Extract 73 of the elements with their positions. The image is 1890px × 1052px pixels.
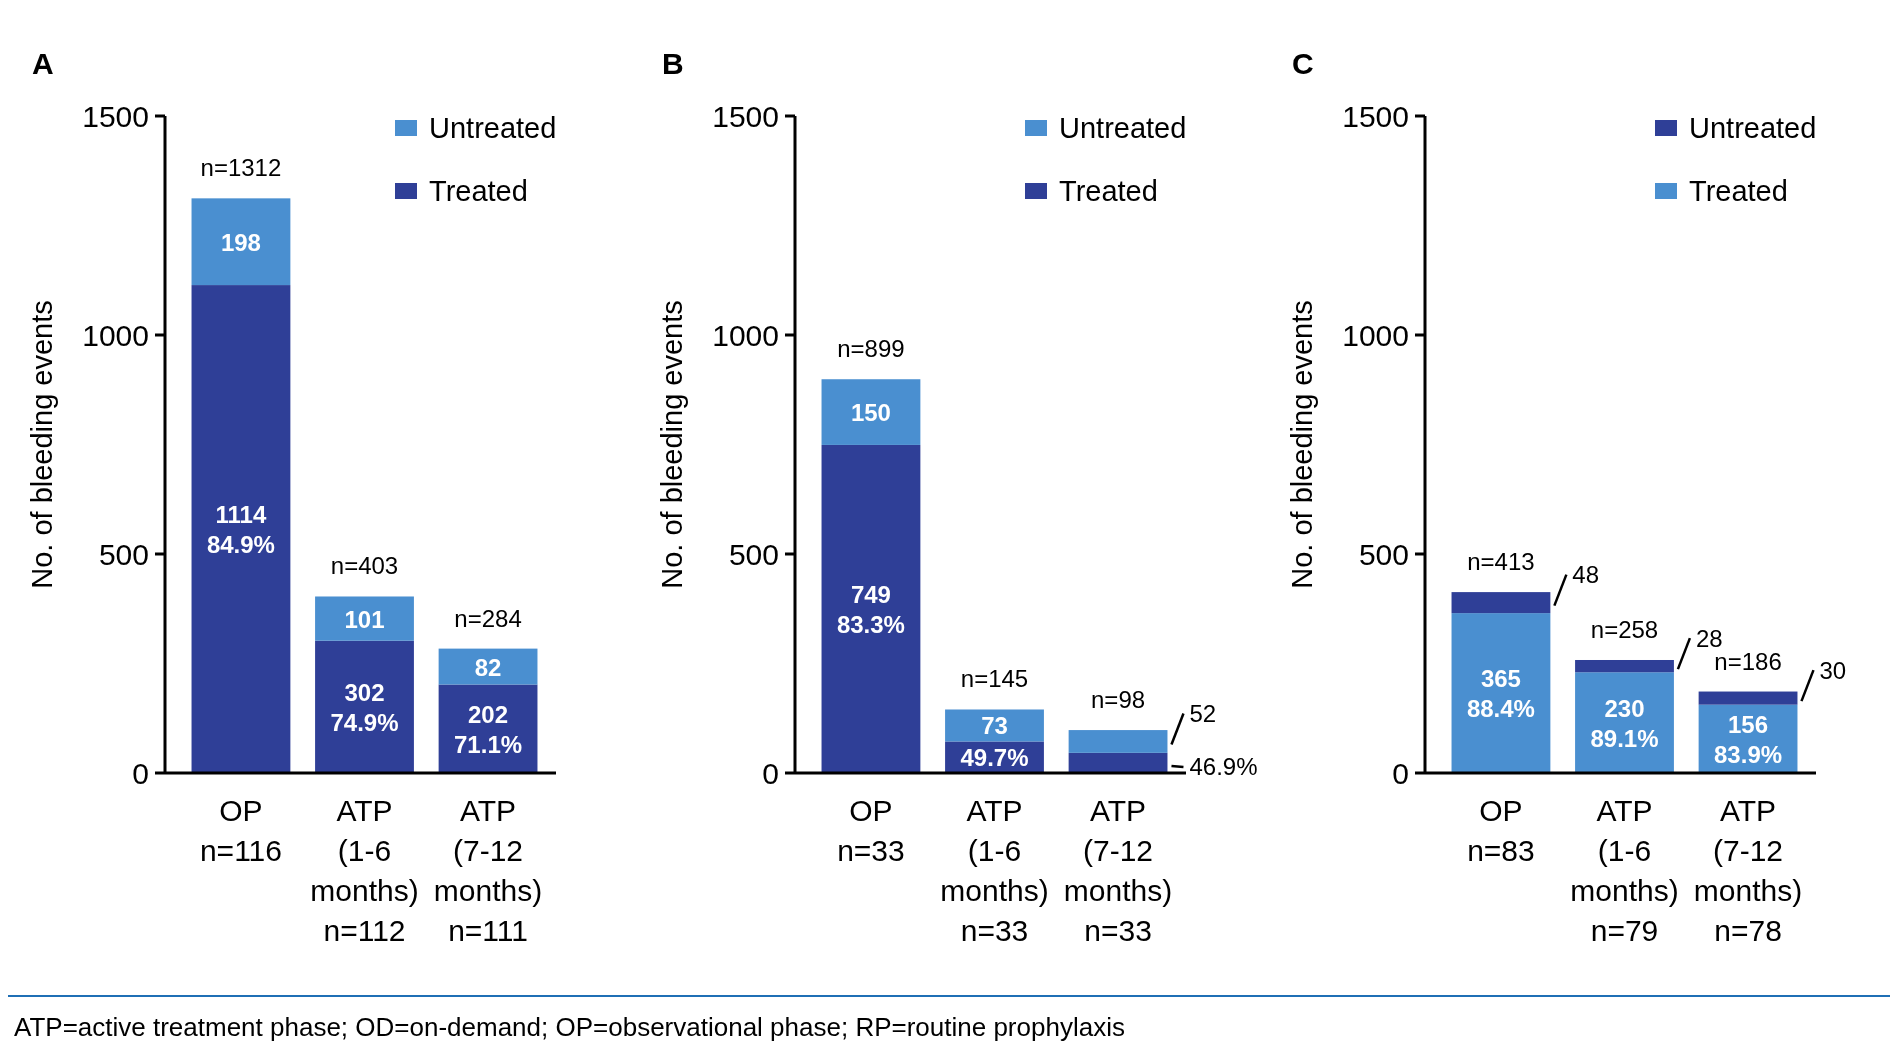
bar bbox=[945, 709, 1044, 742]
text: ATP=active treatment phase; OD=on-demand; OP=observational phase; RP=routine prophylaxis bbox=[14, 1012, 1125, 1042]
data-label: 82 bbox=[474, 653, 502, 681]
total-label: n=899 bbox=[837, 335, 905, 363]
total-label: n=413 bbox=[1467, 548, 1535, 576]
data-label: 302 74.9% bbox=[330, 678, 399, 736]
data-label: 198 bbox=[220, 228, 261, 256]
y-tick-label: 500 bbox=[98, 537, 149, 571]
x-tick-label: ATP (7-12 months) n=111 bbox=[433, 794, 543, 947]
data-label: 52 bbox=[1189, 699, 1217, 727]
x-tick-label: ATP (7-12 months) n=33 bbox=[1063, 794, 1173, 947]
chart-title: C bbox=[1292, 47, 1314, 80]
bar bbox=[191, 285, 291, 773]
bar bbox=[1451, 613, 1551, 773]
data-label: 749 83.3% bbox=[836, 580, 905, 638]
bar bbox=[1451, 592, 1551, 614]
y-tick-label: 1500 bbox=[82, 99, 149, 133]
legend-label: Treated bbox=[1059, 175, 1158, 207]
data-label: 73 bbox=[981, 711, 1008, 739]
y-axis-title: No. of bleeding events bbox=[656, 300, 688, 589]
y-tick-label: 1000 bbox=[1342, 318, 1409, 352]
legend-label: Treated bbox=[429, 175, 528, 207]
data-label: 1114 84.9% bbox=[206, 500, 275, 558]
y-axis-title: No. of bleeding events bbox=[26, 300, 58, 589]
x-tick-label: ATP (1-6 months) n=112 bbox=[310, 794, 419, 947]
x-tick-label: OP n=116 bbox=[199, 794, 282, 867]
bar bbox=[1068, 752, 1168, 773]
total-label: n=284 bbox=[454, 604, 522, 632]
y-axis-title: No. of bleeding events bbox=[1286, 300, 1318, 589]
legend-label: Untreated bbox=[429, 112, 557, 144]
bar bbox=[315, 596, 414, 641]
legend-label: Untreated bbox=[1689, 112, 1817, 144]
bar bbox=[1575, 660, 1674, 673]
x-tick-label: OP n=83 bbox=[1467, 794, 1535, 867]
legend-label: Treated bbox=[1689, 175, 1788, 207]
total-label: n=1312 bbox=[200, 154, 282, 182]
data-label: 150 bbox=[850, 398, 891, 426]
bar bbox=[1068, 730, 1168, 753]
data-label: 365 88.4% bbox=[1466, 664, 1535, 722]
x-tick-label: ATP (1-6 months) n=79 bbox=[1570, 794, 1679, 947]
y-tick-label: 1500 bbox=[1342, 99, 1409, 133]
data-label: 156 83.9% bbox=[1714, 710, 1783, 768]
bar bbox=[1698, 691, 1798, 705]
y-tick-label: 1500 bbox=[712, 99, 779, 133]
x-tick-label: ATP (7-12 months) n=78 bbox=[1693, 794, 1803, 947]
bar bbox=[821, 379, 921, 445]
data-label: 30 bbox=[1819, 656, 1847, 684]
data-label: 230 89.1% bbox=[1590, 694, 1659, 752]
y-tick-label: 0 bbox=[132, 756, 149, 790]
y-tick-label: 1000 bbox=[712, 318, 779, 352]
bar bbox=[315, 640, 414, 773]
bar bbox=[821, 444, 921, 773]
x-tick-label: ATP (1-6 months) n=33 bbox=[940, 794, 1049, 947]
y-tick-label: 0 bbox=[1392, 756, 1409, 790]
total-label: n=98 bbox=[1091, 686, 1146, 714]
total-label: n=258 bbox=[1590, 616, 1659, 643]
total-label: n=403 bbox=[330, 552, 399, 580]
y-tick-label: 0 bbox=[762, 756, 779, 790]
chart-title: B bbox=[662, 47, 684, 80]
y-tick-label: 500 bbox=[728, 537, 779, 571]
data-label: 48 bbox=[1572, 561, 1600, 589]
bar bbox=[191, 198, 291, 286]
y-tick-label: 1000 bbox=[82, 318, 149, 352]
annotation: 49.7% bbox=[960, 743, 1029, 771]
data-label: 202 71.1% bbox=[454, 700, 523, 758]
x-tick-label: OP n=33 bbox=[837, 794, 905, 867]
legend-label: Untreated bbox=[1059, 112, 1187, 144]
chart-title: A bbox=[32, 47, 54, 80]
annotation: 46.9% bbox=[1189, 753, 1258, 781]
total-label: n=145 bbox=[960, 665, 1029, 693]
bar bbox=[438, 648, 538, 685]
data-label: 101 bbox=[344, 605, 385, 633]
y-tick-label: 500 bbox=[1358, 537, 1409, 571]
